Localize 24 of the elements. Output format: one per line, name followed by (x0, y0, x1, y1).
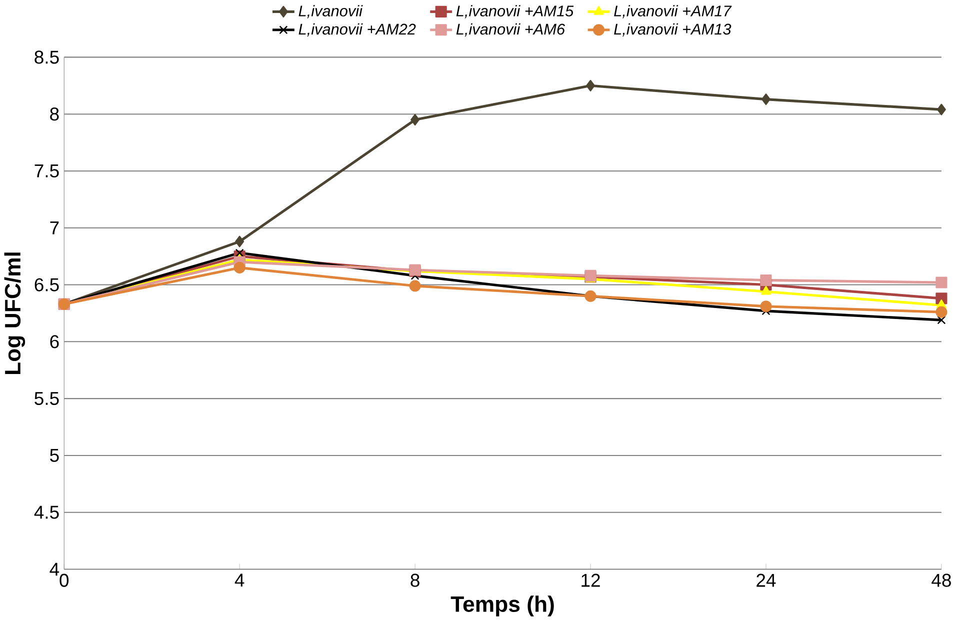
x-tick-label: 48 (932, 574, 951, 588)
y-tick-label: 7 (50, 222, 59, 234)
x-tick-label: 0 (60, 574, 69, 588)
legend-label: L,ivanovii +AM17 (614, 5, 732, 18)
legend-label: L,ivanovii +AM22 (298, 24, 416, 37)
y-tick-label: 6.5 (34, 278, 59, 292)
x-tick-label: 4 (234, 574, 244, 587)
y-tick-label: 8.5 (34, 50, 59, 64)
y-tick-label: 6 (50, 335, 59, 348)
x-tick-label: 24 (756, 574, 776, 587)
y-tick-label: 4 (50, 563, 60, 576)
y-tick-label: 7.5 (34, 164, 59, 178)
legend-label: L,ivanovii +AM6 (456, 24, 566, 37)
legend-label: L,ivanovii +AM13 (614, 24, 732, 37)
x-tick-label: 8 (410, 574, 420, 588)
y-tick-label: 8 (50, 108, 59, 121)
y-axis-title: Log UFC/ml (4, 252, 26, 374)
y-tick-label: 5.5 (34, 392, 59, 406)
y-tick-label: 4.5 (34, 506, 59, 519)
legend-label: L,ivanovii +AM15 (456, 5, 574, 18)
x-tick-label: 12 (582, 574, 600, 587)
y-tick-label: 5 (50, 449, 59, 462)
legend-label: L,ivanovii (298, 5, 363, 18)
x-axis-title: Temps (h) (450, 596, 554, 617)
